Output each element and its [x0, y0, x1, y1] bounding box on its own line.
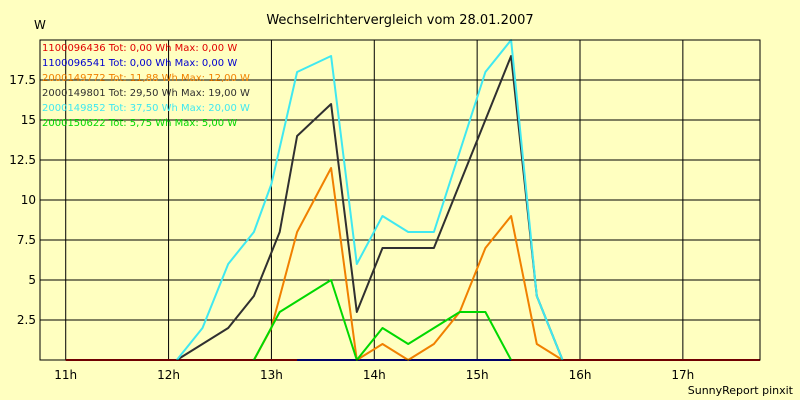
legend-entry-2000149852: 2000149852 Tot: 37,50 Wh Max: 20,00 W — [42, 103, 250, 114]
series-line-2000150622 — [253, 279, 512, 361]
plot-frame — [39, 39, 761, 361]
grid-lines — [40, 40, 760, 360]
legend-entry-2000149772: 2000149772 Tot: 11,88 Wh Max: 12,00 W — [42, 73, 250, 84]
y-axis-label: W — [34, 18, 46, 32]
x-tick-label: 14h — [363, 368, 386, 382]
series-line-2000149852 — [176, 39, 564, 361]
x-tick-label: 11h — [54, 368, 77, 382]
chart-title: Wechselrichtervergleich vom 28.01.2007 — [266, 13, 533, 28]
y-tick-label: 5 — [28, 273, 36, 287]
y-tick-label: 15 — [21, 113, 36, 127]
x-tick-label: 17h — [671, 368, 694, 382]
legend-entry-2000149801: 2000149801 Tot: 29,50 Wh Max: 19,00 W — [42, 88, 250, 99]
x-tick-label: 12h — [157, 368, 180, 382]
footer-credit: SunnyReport pinxit — [688, 384, 794, 397]
x-tick-label: 16h — [569, 368, 592, 382]
y-tick-label: 17.5 — [9, 73, 36, 87]
y-tick-label: 2.5 — [17, 313, 36, 327]
legend-entry-1100096436: 1100096436 Tot: 0,00 Wh Max: 0,00 W — [42, 43, 237, 54]
axes: 11h 12h 13h 14h 15h 16h 17h 2.5 5 7.5 10 12.5 15 17.5 — [9, 39, 761, 382]
y-tick-label: 7.5 — [17, 233, 36, 247]
series-line-2000149801 — [176, 55, 564, 361]
y-tick-label: 10 — [21, 193, 36, 207]
legend-entry-1100096541: 1100096541 Tot: 0,00 Wh Max: 0,00 W — [42, 58, 237, 69]
x-tick-label: 13h — [260, 368, 283, 382]
y-tick-label: 12.5 — [9, 153, 36, 167]
legend: 1100096436 Tot: 0,00 Wh Max: 0,00 W 11000… — [42, 43, 250, 129]
x-tick-label: 15h — [466, 368, 489, 382]
legend-entry-2000150622: 2000150622 Tot: 5,75 Wh Max: 5,00 W — [42, 118, 237, 129]
